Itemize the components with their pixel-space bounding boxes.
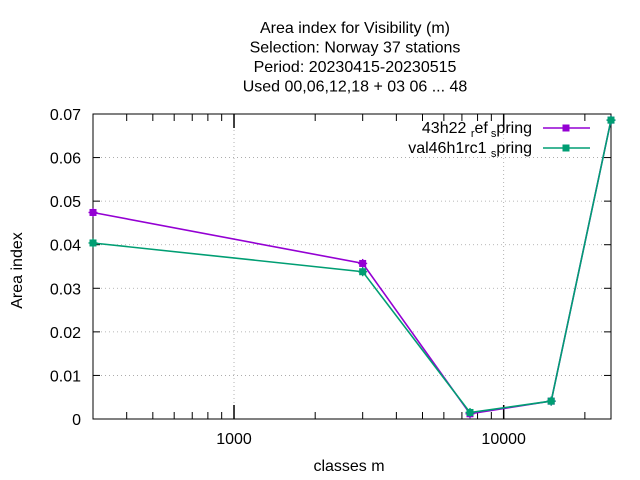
title-line: Used 00,06,12,18 + 03 06 ... 48 bbox=[243, 79, 468, 96]
plot-frame bbox=[92, 113, 612, 420]
grid bbox=[93, 114, 611, 419]
series-lines bbox=[88, 115, 616, 419]
y-tick-label: 0 bbox=[72, 412, 81, 429]
title-line: Period: 20230415-20230515 bbox=[254, 59, 457, 76]
legend-marker bbox=[562, 144, 570, 152]
y-tick-label: 0.06 bbox=[50, 151, 81, 168]
title-line: Selection: Norway 37 stations bbox=[250, 40, 461, 57]
y-axis-label: Area index bbox=[9, 232, 26, 309]
series-line-1 bbox=[92, 119, 612, 415]
axis-ticks: 0 0.01 0.02 0.03 0.04 0.05 0.06 0.07 1000 10000 bbox=[50, 107, 611, 448]
legend-label: 43h22 ref spring bbox=[422, 120, 532, 140]
y-tick-label: 0.02 bbox=[50, 325, 81, 342]
y-tick-label: 0.01 bbox=[50, 368, 81, 385]
y-tick-label: 0.04 bbox=[50, 238, 81, 255]
series-line-2 bbox=[92, 119, 612, 414]
x-tick-label: 1000 bbox=[216, 431, 252, 448]
legend-label: val46h1rc1 spring bbox=[408, 140, 532, 160]
legend-marker bbox=[562, 124, 570, 132]
y-tick-label: 0.07 bbox=[50, 107, 81, 124]
y-tick-label: 0.05 bbox=[50, 194, 81, 211]
chart-title: Area index for Visibility (m) Selection: … bbox=[243, 20, 468, 96]
title-line: Area index for Visibility (m) bbox=[260, 20, 450, 37]
x-axis-label: classes m bbox=[313, 458, 384, 475]
x-tick-label: 10000 bbox=[481, 431, 526, 448]
y-tick-label: 0.03 bbox=[50, 281, 81, 298]
